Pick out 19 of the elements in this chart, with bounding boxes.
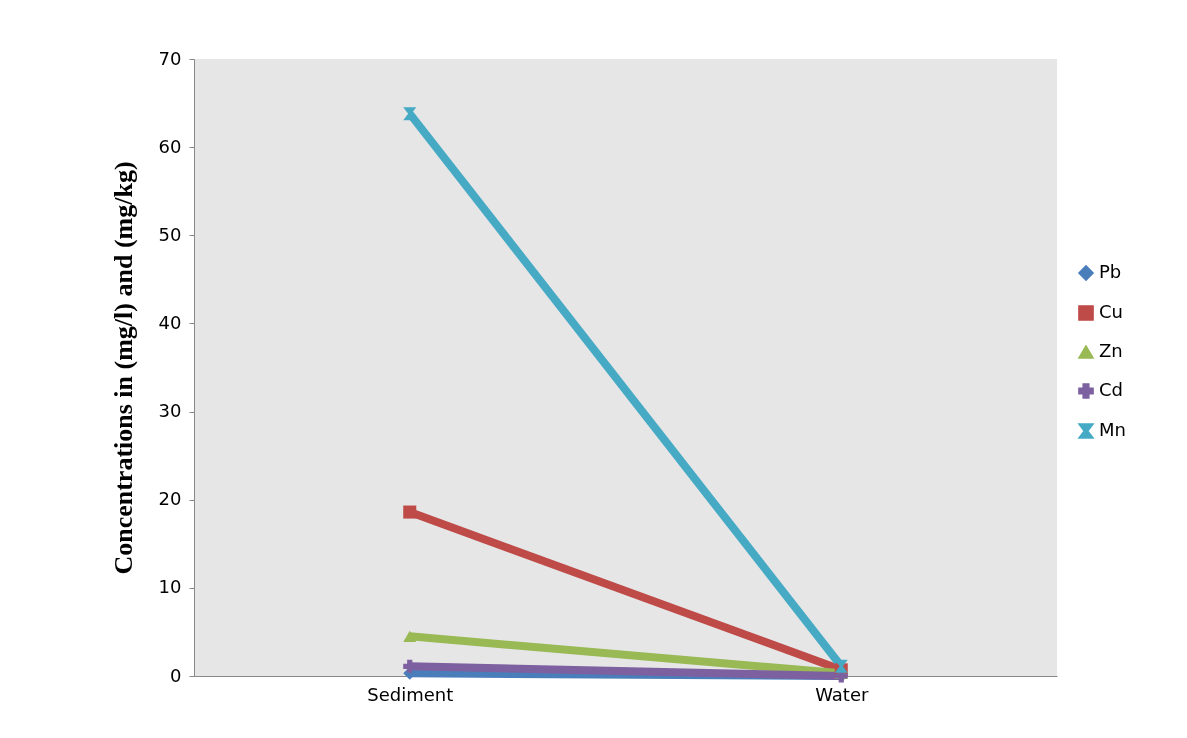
legend-label: Pb bbox=[1099, 261, 1122, 282]
point bbox=[403, 505, 417, 519]
x-tick-label: Sediment bbox=[367, 683, 454, 705]
legend-label: Mn bbox=[1099, 419, 1126, 440]
y-tick-label: 40 bbox=[158, 311, 182, 333]
y-axis-title: Concentrations in (mg/l) and (mg/kg) bbox=[108, 161, 138, 575]
legend-label: Cu bbox=[1099, 301, 1123, 322]
y-tick-label: 50 bbox=[158, 223, 182, 245]
y-tick-label: 0 bbox=[170, 664, 182, 686]
point bbox=[834, 659, 848, 673]
y-tick-label: 10 bbox=[158, 576, 182, 598]
y-tick-label: 70 bbox=[158, 47, 182, 69]
legend-label: Zn bbox=[1099, 340, 1123, 361]
legend-label: Cd bbox=[1099, 379, 1123, 400]
y-tick-label: 30 bbox=[158, 400, 182, 422]
x-tick-label: Water bbox=[815, 683, 869, 705]
point bbox=[403, 107, 417, 121]
y-tick-label: 20 bbox=[158, 488, 182, 510]
y-tick-label: 60 bbox=[158, 135, 182, 157]
